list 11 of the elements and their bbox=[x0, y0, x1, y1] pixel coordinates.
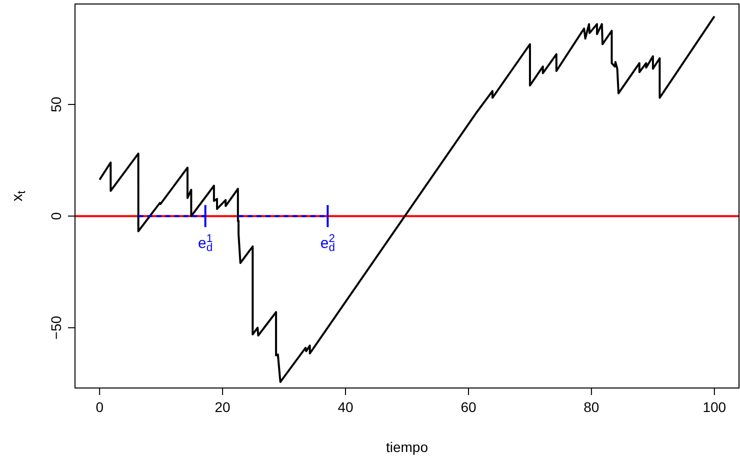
y-tick-label: −50 bbox=[48, 316, 64, 340]
y-tick-label: 50 bbox=[48, 96, 64, 112]
x-tick-label: 20 bbox=[214, 399, 231, 415]
y-tick-label: 0 bbox=[48, 212, 64, 220]
x-tick-label: 100 bbox=[702, 399, 726, 415]
x-tick-label: 0 bbox=[96, 399, 104, 415]
line-series bbox=[98, 15, 716, 383]
x-tick-label: 40 bbox=[338, 399, 354, 415]
x-axis-title: tiempo bbox=[386, 439, 428, 455]
x-tick-label: 60 bbox=[460, 399, 476, 415]
x-tick-label: 80 bbox=[584, 399, 600, 415]
